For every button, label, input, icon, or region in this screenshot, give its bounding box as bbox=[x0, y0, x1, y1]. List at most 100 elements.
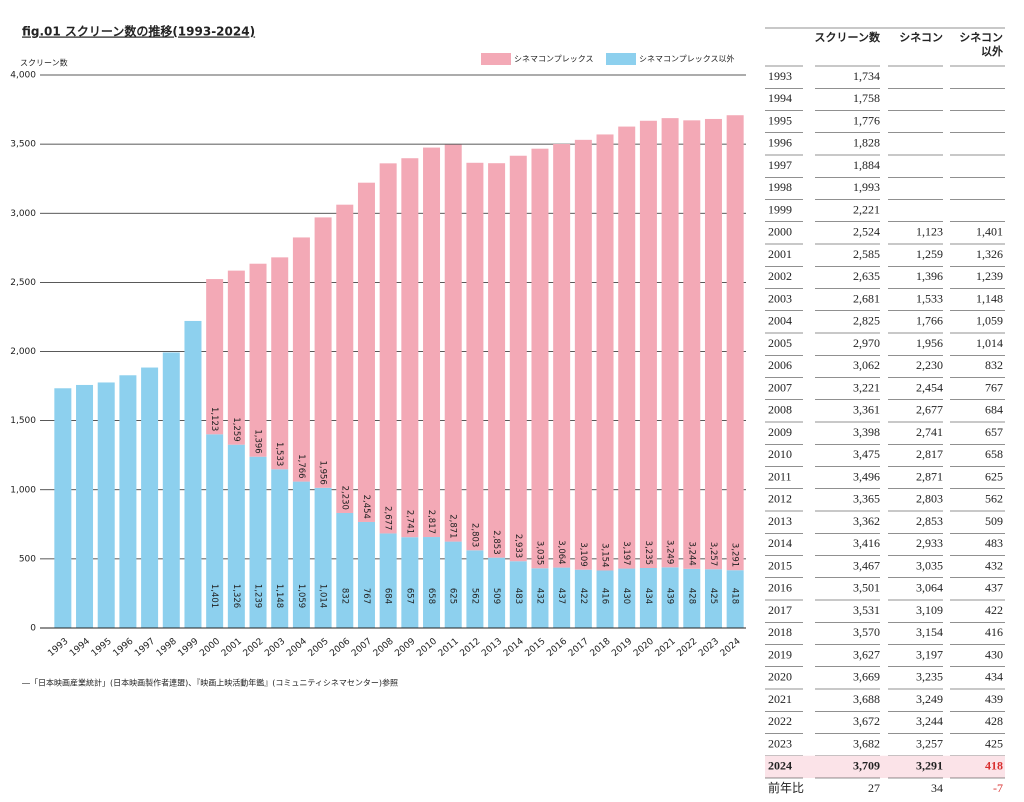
cell: 625 bbox=[985, 469, 1003, 483]
x-tick-label: 1994 bbox=[68, 636, 92, 659]
x-tick-label: 2012 bbox=[458, 637, 482, 659]
cell: 3,365 bbox=[853, 492, 880, 506]
cell: 425 bbox=[985, 736, 1003, 750]
bar-segment bbox=[249, 456, 267, 628]
x-tick-label: 2001 bbox=[220, 637, 244, 659]
cell: 3,035 bbox=[916, 558, 943, 572]
y-tick-label: 0 bbox=[30, 624, 36, 634]
cell: 3,235 bbox=[916, 670, 943, 684]
y-tick-label: 1,000 bbox=[10, 485, 36, 495]
x-tick-label: 2022 bbox=[675, 637, 699, 659]
cell: 3,361 bbox=[853, 403, 880, 417]
cell: 684 bbox=[985, 403, 1003, 417]
cell: 1,776 bbox=[853, 113, 880, 127]
x-tick-label: 2006 bbox=[328, 636, 352, 659]
bar-segment bbox=[553, 567, 571, 628]
row-label: 2014 bbox=[768, 536, 792, 550]
cell: 3,496 bbox=[853, 469, 880, 483]
value-label: 430 bbox=[621, 588, 631, 604]
bar-segment bbox=[574, 569, 592, 628]
value-label: 1,533 bbox=[274, 442, 284, 466]
value-label: 3,249 bbox=[665, 540, 675, 564]
value-label: 1,239 bbox=[253, 584, 263, 608]
bar-segment bbox=[271, 257, 289, 470]
bar-segment bbox=[596, 570, 614, 628]
value-label: 562 bbox=[469, 588, 479, 604]
cell: 3,709 bbox=[853, 759, 880, 773]
row-label: 2006 bbox=[768, 358, 792, 372]
cell: 2,681 bbox=[853, 291, 880, 305]
cell: 1,123 bbox=[916, 225, 943, 239]
bar-segment bbox=[596, 134, 614, 571]
cell: 1,884 bbox=[853, 158, 880, 172]
bar-segment bbox=[683, 120, 701, 569]
x-tick-label: 2015 bbox=[524, 637, 548, 659]
cell: 3,672 bbox=[853, 714, 880, 728]
value-label: 1,014 bbox=[318, 584, 328, 608]
x-tick-label: 2016 bbox=[545, 636, 569, 659]
x-tick-label: 1999 bbox=[177, 636, 201, 659]
row-label: 2024 bbox=[768, 759, 792, 773]
value-label: 2,853 bbox=[491, 530, 501, 554]
row-label: 1995 bbox=[768, 113, 792, 127]
bar-segment bbox=[444, 541, 462, 628]
cell: 1,766 bbox=[916, 314, 943, 328]
cell: 1,326 bbox=[976, 247, 1003, 261]
bar-segment bbox=[466, 162, 484, 551]
row-label: 2007 bbox=[768, 380, 792, 394]
bar-segment bbox=[357, 521, 375, 628]
cell: 1,758 bbox=[853, 91, 880, 105]
bar-segment bbox=[227, 270, 245, 445]
cell: 3,249 bbox=[916, 692, 943, 706]
cell: 658 bbox=[985, 447, 1003, 461]
y-tick-label: 1,500 bbox=[10, 416, 36, 426]
row-label: 2005 bbox=[768, 336, 792, 350]
row-label: 2009 bbox=[768, 425, 792, 439]
cell: 3,570 bbox=[853, 625, 880, 639]
row-label: 2018 bbox=[768, 625, 792, 639]
bar-segment bbox=[292, 481, 310, 628]
value-label: 3,244 bbox=[686, 541, 696, 565]
row-label: 1996 bbox=[768, 136, 792, 150]
cell: 2,230 bbox=[916, 358, 943, 372]
value-label: 432 bbox=[534, 588, 544, 604]
x-tick-label: 2005 bbox=[307, 637, 331, 659]
value-label: 3,064 bbox=[556, 540, 566, 564]
value-label: 3,291 bbox=[730, 543, 740, 567]
value-label: 1,123 bbox=[209, 407, 219, 431]
value-label: 437 bbox=[556, 588, 566, 604]
bar-segment bbox=[162, 352, 180, 628]
row-label: 1999 bbox=[768, 202, 792, 216]
value-label: 1,059 bbox=[296, 584, 306, 608]
cell: 3,416 bbox=[853, 536, 880, 550]
value-label: 1,766 bbox=[296, 454, 306, 478]
x-tick-label: 2003 bbox=[263, 637, 287, 659]
y-tick-label: 2,000 bbox=[10, 347, 36, 357]
row-label: 2011 bbox=[768, 469, 792, 483]
bar-segment bbox=[574, 139, 592, 570]
cell: 1,059 bbox=[976, 314, 1003, 328]
y-tick-label: 2,500 bbox=[10, 278, 36, 288]
row-label: 2008 bbox=[768, 403, 792, 417]
cell: 832 bbox=[985, 358, 1003, 372]
bar-segment bbox=[618, 568, 636, 628]
value-label: 657 bbox=[404, 588, 414, 604]
bar-segment bbox=[553, 143, 571, 568]
bar-segment bbox=[444, 144, 462, 542]
cell: 2,933 bbox=[916, 536, 943, 550]
cell: 416 bbox=[985, 625, 1003, 639]
y-tick-label: 3,000 bbox=[10, 209, 36, 219]
bar-segment bbox=[184, 320, 202, 628]
cell: 1,993 bbox=[853, 180, 880, 194]
x-tick-label: 2014 bbox=[502, 636, 526, 659]
x-tick-label: 2008 bbox=[372, 636, 396, 659]
bar-segment bbox=[76, 384, 94, 628]
row-label: 2022 bbox=[768, 714, 792, 728]
row-label: 2004 bbox=[768, 314, 792, 328]
x-tick-label: 2004 bbox=[285, 636, 309, 659]
cell: 3,244 bbox=[916, 714, 943, 728]
bar-segment bbox=[531, 148, 549, 569]
x-tick-label: 1993 bbox=[46, 637, 70, 659]
value-label: 3,257 bbox=[708, 542, 718, 566]
bar-segment bbox=[423, 147, 441, 538]
